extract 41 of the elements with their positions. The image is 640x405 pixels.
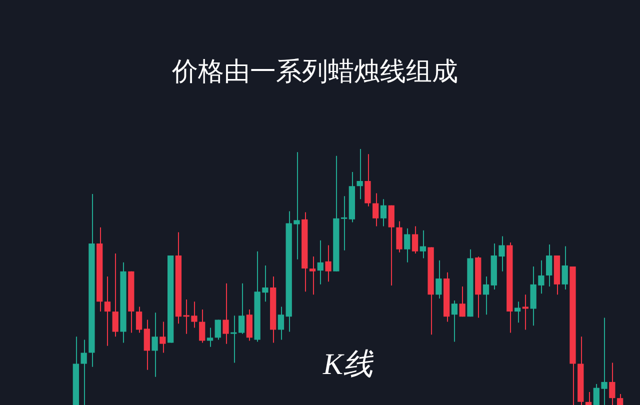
candlestick — [136, 306, 142, 334]
candlestick — [388, 204, 394, 286]
candlestick — [340, 196, 348, 251]
candlestick — [609, 362, 616, 405]
candlestick — [364, 154, 371, 207]
candlestick — [144, 319, 150, 370]
candlestick — [546, 244, 552, 287]
candlestick — [616, 393, 624, 405]
annotation: K线 — [322, 348, 374, 381]
chart-title: 价格由一系列蜡烛线组成 — [171, 56, 458, 87]
candlestick — [436, 260, 442, 300]
candlestick — [372, 192, 379, 227]
candlestick — [222, 282, 229, 344]
candlestick — [380, 198, 387, 227]
candlestick — [451, 300, 458, 342]
candlestick — [325, 244, 332, 282]
candlestick — [396, 220, 402, 253]
candlestick — [80, 339, 87, 405]
candlestick — [459, 286, 466, 318]
candlestick — [356, 148, 363, 200]
candlestick — [238, 282, 245, 334]
candlestick — [214, 319, 221, 340]
candlestick — [112, 252, 118, 338]
candlestick — [278, 306, 284, 340]
candlestick — [309, 256, 316, 296]
candlestick — [206, 327, 214, 348]
candlestick — [317, 240, 324, 285]
candlestick — [152, 312, 158, 378]
candlestick — [412, 226, 418, 254]
candlestick — [160, 321, 166, 354]
candlestick — [199, 309, 206, 344]
candlestick — [562, 246, 568, 290]
candlestick — [522, 294, 529, 330]
candlestick — [230, 315, 237, 364]
candlestick — [482, 276, 490, 316]
candlestick — [404, 228, 410, 263]
candlestick — [514, 301, 521, 324]
candlestick — [420, 230, 426, 259]
candlestick — [104, 276, 111, 346]
candlestick — [585, 391, 592, 405]
candlestick — [246, 309, 253, 342]
